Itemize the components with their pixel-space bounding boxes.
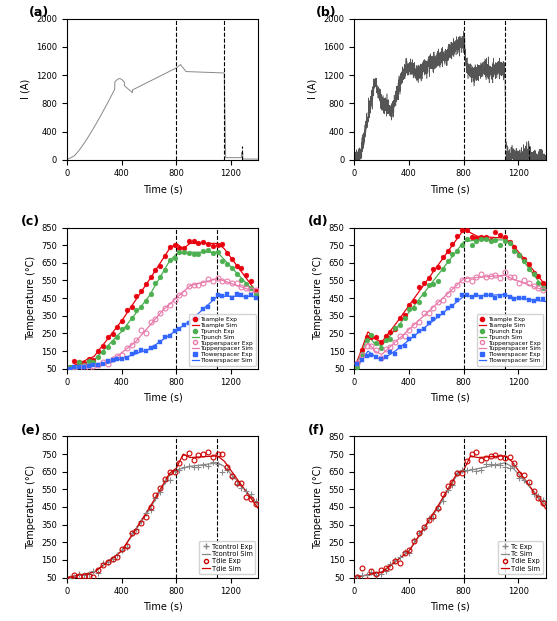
Y-axis label: Temperature (°C): Temperature (°C) — [26, 256, 36, 340]
Text: (a): (a) — [28, 6, 49, 19]
Y-axis label: Temperature (°C): Temperature (°C) — [313, 465, 323, 549]
Text: (d): (d) — [308, 215, 329, 228]
Text: (b): (b) — [316, 6, 336, 19]
Legend: Tc Exp, Tc Sim, Tdie Exp, Tdie Sim: Tc Exp, Tc Sim, Tdie Exp, Tdie Sim — [498, 541, 543, 574]
Legend: Tsample Exp, Tsample Sim, Tpunch Exp, Tpunch Sim, Tupperspacer Exp, Tupperspacer: Tsample Exp, Tsample Sim, Tpunch Exp, Tp… — [477, 314, 543, 366]
Text: (e): (e) — [21, 424, 41, 437]
Text: (c): (c) — [21, 215, 40, 228]
Y-axis label: I (A): I (A) — [21, 79, 31, 99]
X-axis label: Time (s): Time (s) — [143, 602, 183, 612]
Y-axis label: I (A): I (A) — [308, 79, 318, 99]
Legend: Tcontrol Exp, Tcontrol Sim, Tdie Exp, Tdie Sim: Tcontrol Exp, Tcontrol Sim, Tdie Exp, Td… — [199, 541, 255, 574]
Y-axis label: Temperature (°C): Temperature (°C) — [26, 465, 36, 549]
Y-axis label: Temperature (°C): Temperature (°C) — [313, 256, 323, 340]
Text: (f): (f) — [308, 424, 325, 437]
X-axis label: Time (s): Time (s) — [430, 393, 470, 403]
X-axis label: Time (s): Time (s) — [143, 393, 183, 403]
Legend: Tsample Exp, Tsample Sim, Tpunch Exp, Tpunch Sim, Tupperspacer Exp, Tupperspacer: Tsample Exp, Tsample Sim, Tpunch Exp, Tp… — [189, 314, 256, 366]
X-axis label: Time (s): Time (s) — [430, 184, 470, 194]
X-axis label: Time (s): Time (s) — [430, 602, 470, 612]
X-axis label: Time (s): Time (s) — [143, 184, 183, 194]
